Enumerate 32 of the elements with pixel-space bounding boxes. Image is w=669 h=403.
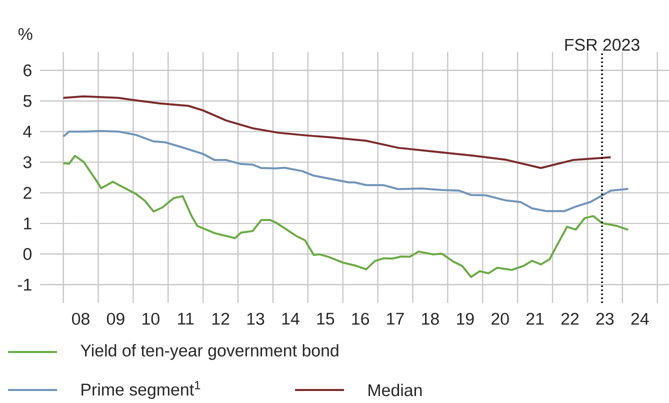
x-tick-label: 19 bbox=[457, 312, 474, 325]
ref-line-label: FSR 2023 bbox=[565, 38, 640, 51]
y-tick-label: 1 bbox=[24, 218, 32, 230]
x-tick-label: 23 bbox=[596, 312, 614, 325]
y-tick-label: 4 bbox=[23, 126, 32, 138]
x-tick-label: 24 bbox=[631, 312, 649, 325]
legend-label: Yield of ten-year government bond bbox=[80, 344, 338, 360]
x-tick-label: 13 bbox=[247, 312, 264, 325]
y-tick-label: 5 bbox=[23, 95, 32, 107]
x-tick-label: 20 bbox=[492, 312, 509, 325]
x-tick-label: 18 bbox=[422, 312, 439, 325]
legend-label: Prime segment$^{1}$ bbox=[82, 381, 200, 399]
y-tick-label: 2 bbox=[24, 186, 32, 199]
x-tick-label: 22 bbox=[561, 312, 579, 325]
line-series bbox=[62, 154, 630, 278]
x-tick-label: 21 bbox=[526, 312, 544, 325]
x-tick-label: 12 bbox=[212, 312, 230, 325]
y-tick-label: 0 bbox=[23, 248, 32, 260]
y-axis-title: % bbox=[18, 28, 32, 40]
y-tick-label: 3 bbox=[23, 156, 32, 168]
y-tick-label: -1 bbox=[18, 278, 32, 290]
line-series bbox=[62, 95, 612, 170]
x-tick-label: 14 bbox=[282, 312, 300, 324]
x-tick-label: 15 bbox=[317, 312, 334, 325]
x-tick-label: 08 bbox=[72, 312, 90, 325]
x-tick-label: 17 bbox=[387, 312, 404, 324]
y-tick-label: 6 bbox=[24, 64, 32, 76]
x-tick-label: 11 bbox=[178, 312, 194, 324]
legend-label: Median bbox=[368, 384, 422, 396]
x-tick-label: 16 bbox=[352, 312, 369, 325]
x-tick-label: 10 bbox=[142, 312, 160, 325]
x-tick-label: 09 bbox=[106, 312, 124, 325]
